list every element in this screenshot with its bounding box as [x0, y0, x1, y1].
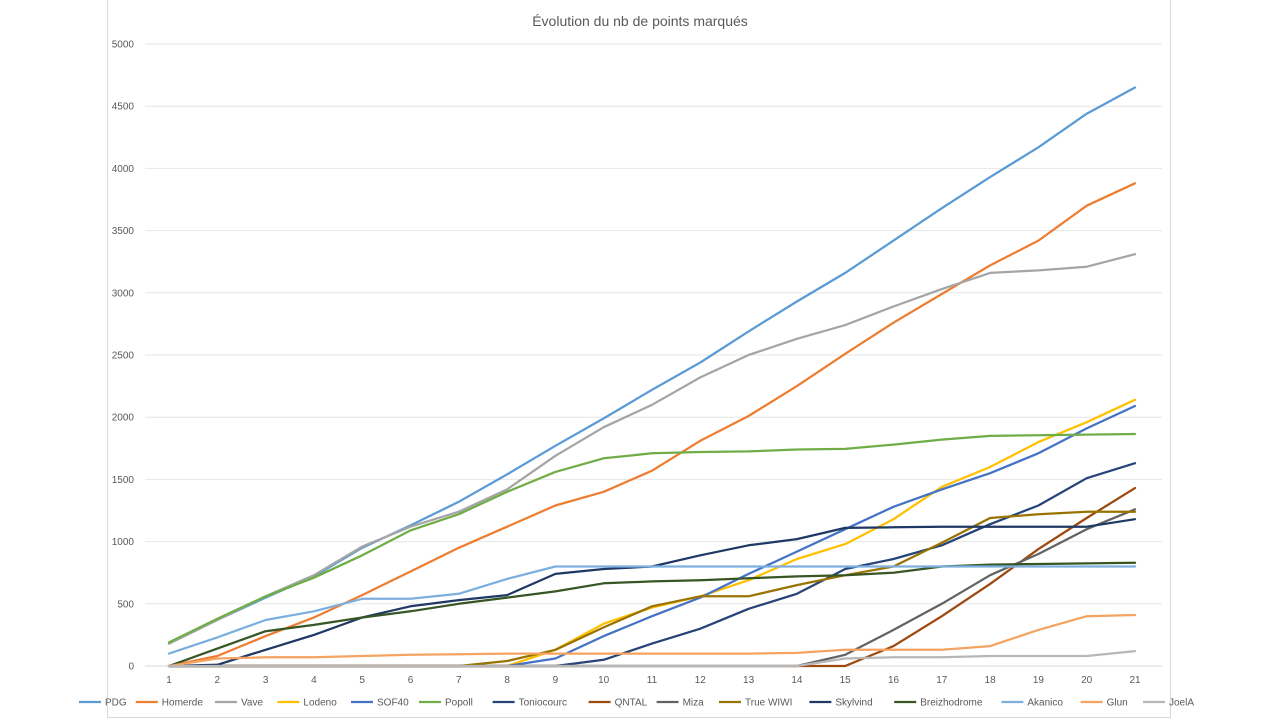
x-tick-label: 19 [1033, 675, 1045, 686]
x-tick-label: 15 [840, 675, 852, 686]
legend-label: Popoll [445, 698, 473, 709]
x-tick-label: 13 [743, 675, 755, 686]
x-tick-label: 17 [936, 675, 948, 686]
legend-item: SOF40 [351, 698, 409, 709]
x-tick-label: 8 [504, 675, 510, 686]
legend-item: JoelA [1143, 698, 1194, 709]
x-tick-label: 1 [166, 675, 172, 686]
series-line-lodeno [167, 398, 1137, 668]
x-tick-label: 11 [647, 675, 658, 686]
chart-area [107, 0, 1171, 718]
y-tick-label: 2500 [112, 351, 135, 362]
grid-layer [145, 43, 1162, 605]
series-layer [167, 86, 1137, 668]
series-line-joela [167, 649, 1137, 668]
legend-item: Popoll [419, 698, 473, 709]
x-tick-label: 12 [695, 675, 707, 686]
legend-item: Glun [1080, 698, 1128, 709]
y-axis-tick-labels: 0 500 1000 1500 2000 2500 3000 3500 4000 4500 5000 [112, 40, 135, 673]
legend-item: QNTAL [588, 698, 648, 709]
x-tick-label: 20 [1081, 675, 1093, 686]
series-line-glun [167, 613, 1137, 668]
legend-label: Toniocourc [519, 698, 567, 709]
legend-label: QNTAL [615, 698, 648, 709]
series-line-breizhodrome [167, 561, 1137, 668]
legend-item: True WIWI [719, 698, 792, 709]
series-line-sof40 [167, 404, 1137, 668]
y-tick-label: 4500 [112, 102, 135, 113]
legend-label: Lodeno [303, 698, 337, 709]
x-tick-label: 7 [456, 675, 462, 686]
series-line-popoll [167, 432, 1137, 644]
y-tick-label: 2000 [112, 413, 135, 424]
y-tick-label: 3500 [112, 226, 135, 237]
legend-label: Skylvind [835, 698, 872, 709]
legend-label: Akanico [1027, 698, 1063, 709]
y-tick-label: 0 [128, 662, 134, 673]
x-axis-tick-labels: 1 2 3 4 5 6 7 8 9 10 11 12 13 14 15 16 17 18 19 20 21 [166, 675, 1141, 686]
x-tick-label: 4 [311, 675, 317, 686]
x-tick-label: 14 [791, 675, 803, 686]
legend: PDG Homerde Vave Lodeno SOF40 Popoll Toniocour… [79, 698, 1194, 709]
y-tick-label: 5000 [112, 40, 135, 51]
chart-title: Évolution du nb de points marqués [532, 13, 748, 29]
x-tick-label: 16 [888, 675, 900, 686]
legend-label: Homerde [162, 698, 204, 709]
legend-label: Glun [1107, 698, 1128, 709]
legend-item: Homerde [135, 698, 204, 709]
series-line-vave [167, 253, 1137, 645]
legend-label: PDG [105, 698, 127, 709]
series-line-akanico [167, 565, 1137, 655]
x-tick-label: 21 [1129, 675, 1141, 686]
y-tick-label: 1500 [112, 475, 135, 486]
x-tick-label: 5 [359, 675, 365, 686]
y-tick-label: 3000 [112, 288, 135, 299]
y-tick-label: 500 [117, 599, 134, 610]
series-line-pdg [167, 86, 1137, 645]
x-tick-label: 3 [263, 675, 269, 686]
y-tick-label: 4000 [112, 164, 135, 175]
legend-label: Breizhodrome [920, 698, 983, 709]
x-tick-label: 2 [215, 675, 221, 686]
legend-item: Toniocourc [492, 698, 567, 709]
legend-label: Vave [241, 698, 263, 709]
legend-item: Lodeno [277, 698, 337, 709]
legend-item: Miza [656, 698, 705, 709]
x-tick-label: 10 [598, 675, 610, 686]
legend-item: Akanico [1001, 698, 1063, 709]
y-tick-label: 1000 [112, 537, 135, 548]
legend-item: Skylvind [809, 698, 873, 709]
x-tick-label: 18 [985, 675, 997, 686]
legend-item: PDG [79, 698, 127, 709]
legend-item: Breizhodrome [894, 698, 983, 709]
legend-label: JoelA [1169, 698, 1194, 709]
x-tick-label: 6 [408, 675, 414, 686]
x-tick-label: 9 [553, 675, 559, 686]
legend-label: Miza [683, 698, 705, 709]
legend-label: True WIWI [745, 698, 792, 709]
legend-item: Vave [215, 698, 263, 709]
legend-label: SOF40 [377, 698, 409, 709]
series-line-homerde [167, 182, 1137, 668]
